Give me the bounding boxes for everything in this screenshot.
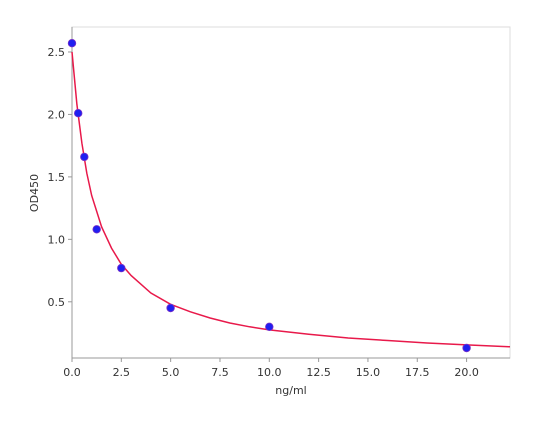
x-tick-label: 10.0 (257, 366, 282, 379)
y-tick-label: 1.5 (48, 171, 66, 184)
x-tick-label: 7.5 (211, 366, 229, 379)
y-tick-label: 2.5 (48, 46, 66, 59)
x-tick-label: 17.5 (405, 366, 430, 379)
data-point (73, 108, 83, 118)
x-axis-ticks: 0.0 2.5 5.0 7.5 10.0 12.5 15.0 17.5 20.0 (63, 358, 479, 379)
x-tick-label: 20.0 (454, 366, 479, 379)
y-tick-label: 0.5 (48, 296, 66, 309)
y-axis-ticks: 0.5 1.0 1.5 2.0 2.5 (48, 46, 72, 309)
x-tick-label: 15.0 (356, 366, 381, 379)
data-point (67, 39, 77, 48)
x-tick-label: 2.5 (113, 366, 131, 379)
data-point (265, 322, 274, 331)
y-tick-label: 2.0 (48, 108, 66, 121)
plot-frame (71, 26, 511, 359)
x-axis-title: ng/ml (275, 384, 306, 397)
x-tick-label: 0.0 (63, 366, 81, 379)
x-tick-label: 5.0 (162, 366, 180, 379)
data-point (462, 343, 471, 353)
x-tick-label: 12.5 (306, 366, 331, 379)
data-point (117, 263, 126, 273)
y-tick-label: 1.0 (48, 233, 66, 246)
data-point (80, 152, 89, 162)
data-points (67, 39, 471, 353)
y-axis-title: OD450 (28, 174, 41, 212)
data-point (92, 225, 101, 234)
data-point (166, 303, 175, 313)
fit-curve-line (71, 51, 511, 348)
